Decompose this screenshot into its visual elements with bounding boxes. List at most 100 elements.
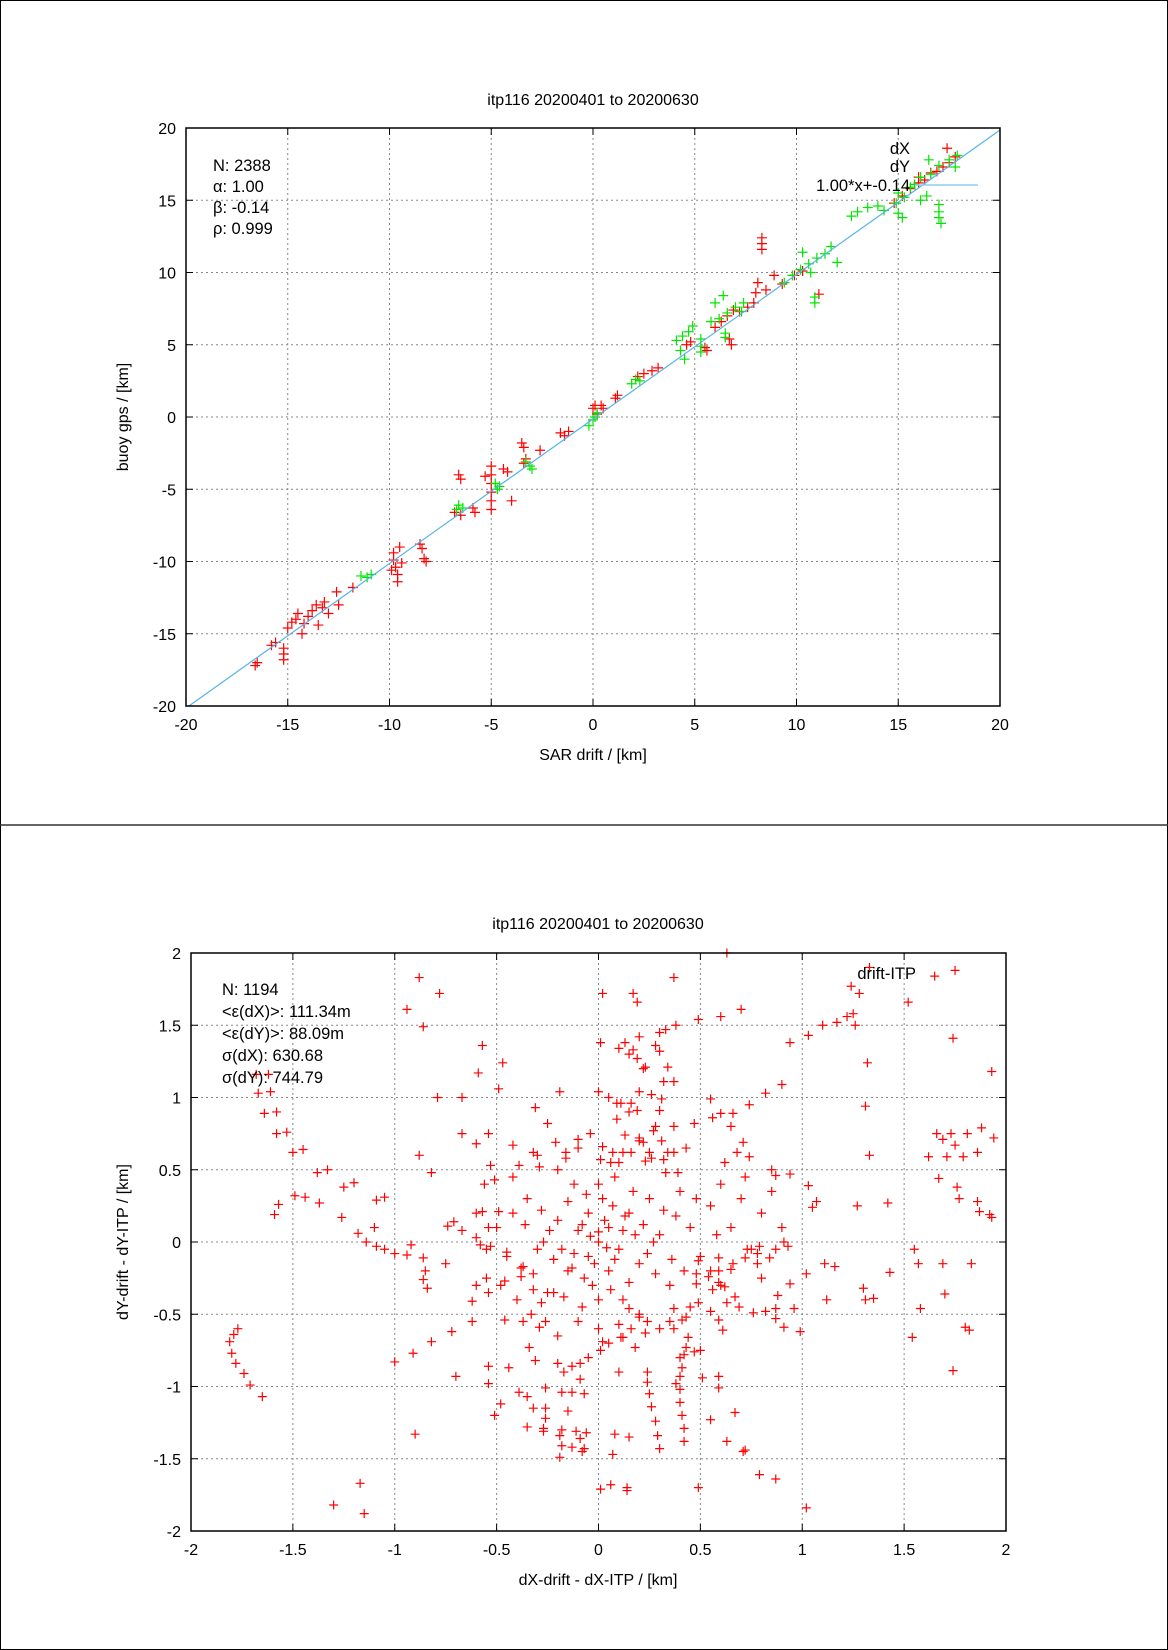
- data-point-drift-itp: [669, 1077, 679, 1087]
- data-point-drift-itp: [598, 1194, 608, 1204]
- data-point-drift-itp: [596, 1345, 606, 1355]
- data-point-drift-itp: [353, 1228, 363, 1238]
- data-point-drift-itp: [553, 1331, 563, 1341]
- data-point-drift-itp: [526, 1309, 536, 1319]
- data-point-drift-itp: [752, 1249, 762, 1259]
- data-point-drift-itp: [626, 1324, 636, 1334]
- y-tick-label: -2: [167, 1524, 181, 1541]
- stat-beta: β: -0.14: [213, 199, 269, 217]
- data-point-drift-itp: [274, 1199, 284, 1209]
- data-point-drift-itp: [616, 1098, 626, 1108]
- data-point-drift-itp: [422, 1283, 432, 1293]
- data-point-drift-itp: [777, 1223, 787, 1233]
- data-point-dx: [331, 586, 342, 597]
- y-tick-label: 15: [158, 193, 176, 210]
- data-point-drift-itp: [679, 1436, 689, 1446]
- data-point-drift-itp: [406, 1240, 416, 1250]
- data-point-dx: [506, 495, 517, 506]
- data-point-drift-itp: [263, 1069, 273, 1079]
- data-point-drift-itp: [685, 1223, 695, 1233]
- data-point-dy: [872, 201, 883, 212]
- data-point-drift-itp: [761, 1088, 771, 1098]
- data-point-drift-itp: [628, 988, 638, 998]
- data-point-drift-itp: [551, 1137, 561, 1147]
- data-point-drift-itp: [651, 1269, 661, 1279]
- stat-n: N: 1194: [222, 981, 279, 999]
- data-point-drift-itp: [832, 1017, 842, 1027]
- data-point-drift-itp: [740, 1253, 750, 1263]
- data-point-drift-itp: [972, 1197, 982, 1207]
- data-point-drift-itp: [359, 1509, 369, 1519]
- data-point-drift-itp: [632, 1053, 642, 1063]
- data-point-drift-itp: [801, 1269, 811, 1279]
- data-point-drift-itp: [807, 1202, 817, 1212]
- data-point-drift-itp: [604, 1338, 614, 1348]
- y-tick-label: 0: [172, 1235, 181, 1252]
- data-point-drift-itp: [543, 1288, 553, 1298]
- data-point-drift-itp: [661, 1168, 671, 1178]
- data-point-drift-itp: [864, 1150, 874, 1160]
- data-point-drift-itp: [573, 1143, 583, 1153]
- data-point-dx: [455, 474, 466, 485]
- data-point-drift-itp: [441, 1259, 451, 1269]
- data-point-drift-itp: [989, 1133, 999, 1143]
- data-point-drift-itp: [675, 1353, 685, 1363]
- data-point-drift-itp: [579, 1444, 589, 1454]
- data-point-drift-itp: [229, 1329, 239, 1339]
- data-point-drift-itp: [697, 1373, 707, 1383]
- data-point-dy: [893, 188, 904, 199]
- data-point-drift-itp: [257, 1392, 267, 1402]
- chart-sar-vs-gps: itp116 20200401 to 20200630 SAR drift / …: [115, 92, 1009, 764]
- data-point-drift-itp: [573, 1316, 583, 1326]
- data-point-drift-itp: [653, 1431, 663, 1441]
- data-point-drift-itp: [651, 1121, 661, 1131]
- data-point-dx: [469, 507, 480, 518]
- data-point-dy: [923, 154, 934, 165]
- y-tick-label: -0.5: [153, 1307, 181, 1324]
- data-point-dy: [852, 206, 863, 217]
- data-point-drift-itp: [583, 1353, 593, 1363]
- data-point-drift-itp: [402, 1250, 412, 1260]
- data-point-drift-itp: [380, 1244, 390, 1254]
- data-point-drift-itp: [612, 1114, 622, 1124]
- data-point-dx: [307, 605, 318, 616]
- data-point-drift-itp: [390, 1357, 400, 1367]
- data-point-drift-itp: [930, 971, 940, 981]
- data-point-drift-itp: [628, 1186, 638, 1196]
- x-tick-label: 0: [594, 1542, 603, 1559]
- data-point-drift-itp: [722, 1298, 732, 1308]
- data-point-drift-itp: [518, 1316, 528, 1326]
- data-point-drift-itp: [614, 1043, 624, 1053]
- data-point-drift-itp: [681, 1312, 691, 1322]
- data-point-drift-itp: [483, 1129, 493, 1139]
- data-point-drift-itp: [573, 1134, 583, 1144]
- data-point-drift-itp: [738, 1447, 748, 1457]
- data-point-drift-itp: [852, 1201, 862, 1211]
- data-point-dx: [728, 305, 739, 316]
- data-point-drift-itp: [771, 1244, 781, 1254]
- y-axis-label: buoy gps / [km]: [115, 363, 132, 472]
- data-point-dx: [292, 608, 303, 619]
- data-point-drift-itp: [803, 1030, 813, 1040]
- y-tick-label: -15: [153, 627, 176, 644]
- data-point-drift-itp: [553, 1215, 563, 1225]
- data-point-drift-itp: [862, 1058, 872, 1068]
- data-point-dx: [319, 596, 330, 607]
- data-point-dx: [419, 553, 430, 564]
- data-point-drift-itp: [471, 1280, 481, 1290]
- data-point-drift-itp: [483, 1361, 493, 1371]
- legend-label-dx: dX: [890, 140, 910, 158]
- data-point-dy: [526, 464, 537, 475]
- data-point-drift-itp: [655, 1230, 665, 1240]
- data-point-drift-itp: [371, 1241, 381, 1251]
- data-point-drift-itp: [355, 1478, 365, 1488]
- data-point-drift-itp: [567, 1387, 577, 1397]
- data-point-drift-itp: [418, 1022, 428, 1032]
- data-point-drift-itp: [693, 1298, 703, 1308]
- data-point-drift-itp: [618, 1295, 628, 1305]
- data-point-drift-itp: [938, 1259, 948, 1269]
- data-point-drift-itp: [693, 1256, 703, 1266]
- data-point-drift-itp: [642, 1249, 652, 1259]
- data-point-drift-itp: [594, 1295, 603, 1305]
- data-point-drift-itp: [987, 1066, 997, 1076]
